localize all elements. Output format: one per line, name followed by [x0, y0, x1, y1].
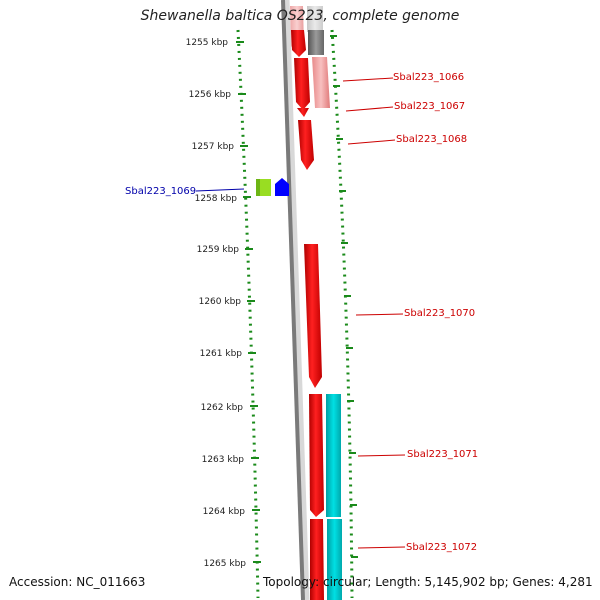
tick-label: 1257 kbp [192, 142, 235, 152]
tick-label: 1258 kbp [195, 194, 238, 204]
gene-feature-1072 [310, 519, 324, 600]
tick-label: 1265 kbp [204, 559, 247, 569]
tick-label: 1256 kbp [189, 90, 232, 100]
tick-label: 1259 kbp [197, 245, 240, 255]
genome-title: Shewanella baltica OS223, complete genom… [140, 8, 460, 24]
gene-label-sbal223-1069[interactable]: Sbal223_1069 [125, 186, 196, 197]
gene-label-sbal223-1072[interactable]: Sbal223_1072 [406, 542, 477, 553]
gene-feature-1067 [297, 108, 309, 117]
genome-backbone [281, 0, 305, 600]
feature-track-outer[interactable] [307, 6, 342, 600]
tick-label: 1260 kbp [199, 297, 242, 307]
gene-feature-1071 [309, 394, 324, 517]
ruler-ticks [236, 41, 261, 563]
right-dotted-track [330, 29, 354, 599]
gene-feature-cyan [326, 394, 341, 517]
tick-label: 1255 kbp [186, 38, 229, 48]
gene-feature-1069 [275, 178, 289, 196]
gene-label-sbal223-1068[interactable]: Sbal223_1068 [396, 134, 467, 145]
tick-label: 1262 kbp [201, 403, 244, 413]
ruler-labels: 1255 kbp 1256 kbp 1257 kbp 1258 kbp 1259… [186, 38, 247, 569]
left-dotted-track [236, 29, 260, 599]
gene-feature-1068 [298, 120, 314, 170]
gene-feature-pink [312, 57, 330, 108]
tick-label: 1263 kbp [202, 455, 245, 465]
gene-feature-1070 [304, 244, 322, 388]
gene-feature-green-edge [256, 179, 260, 196]
feature-track-reverse[interactable] [256, 178, 289, 196]
gene-label-sbal223-1070[interactable]: Sbal223_1070 [404, 308, 475, 319]
gene-feature-cyan-2 [327, 519, 342, 600]
genome-backbone-light [282, 0, 310, 600]
gene-feature-grey-faded [307, 6, 323, 32]
gene-feature [291, 30, 306, 57]
tick-label: 1261 kbp [200, 349, 243, 359]
genome-summary-text: Topology: circular; Length: 5,145,902 bp… [263, 575, 593, 589]
accession-text: Accession: NC_011663 [9, 575, 146, 589]
gene-labels: Sbal223_1066 Sbal223_1067 Sbal223_1068 S… [125, 72, 478, 553]
tick-label: 1264 kbp [203, 507, 246, 517]
gene-feature-grey [308, 30, 324, 55]
feature-track-inner[interactable] [290, 6, 324, 600]
gene-feature-1066 [294, 58, 310, 110]
gene-label-sbal223-1071[interactable]: Sbal223_1071 [407, 449, 478, 460]
gene-label-sbal223-1067[interactable]: Sbal223_1067 [394, 101, 465, 112]
gene-label-sbal223-1066[interactable]: Sbal223_1066 [393, 72, 464, 83]
callout-lines [195, 77, 406, 549]
right-track-ticks [330, 35, 358, 558]
